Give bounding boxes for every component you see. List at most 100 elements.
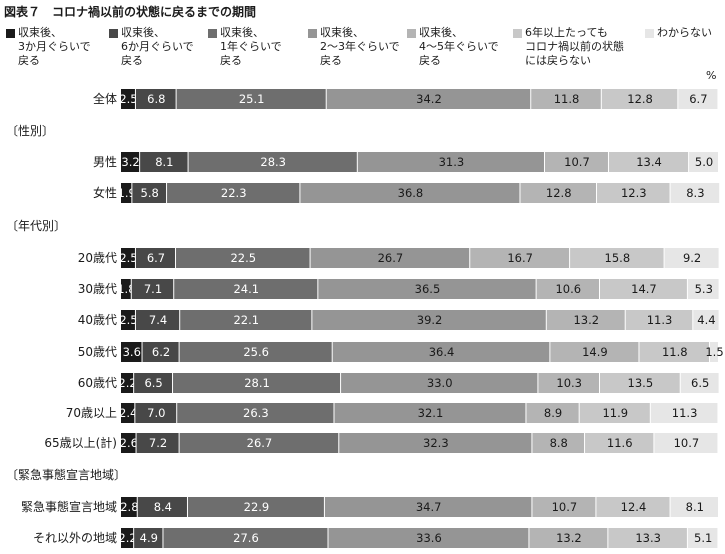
data-label: 8.1 — [686, 500, 704, 514]
bar-segment — [135, 403, 177, 423]
bar-segment — [177, 403, 334, 423]
data-label: 5.3 — [695, 282, 713, 296]
bar-segment — [608, 152, 689, 172]
bar-segment — [121, 373, 134, 393]
data-label: 11.3 — [647, 313, 673, 327]
data-label: 31.3 — [439, 155, 465, 169]
bar-segment — [570, 248, 664, 268]
bar-segment — [179, 433, 339, 453]
data-label: 25.6 — [243, 345, 269, 359]
bar-segment — [599, 373, 680, 393]
data-label: 28.3 — [260, 155, 286, 169]
data-label: 10.3 — [556, 376, 582, 390]
bar-segment — [310, 248, 470, 268]
data-label: 12.3 — [621, 186, 647, 200]
data-label: 26.7 — [247, 436, 273, 450]
bar-segment — [520, 183, 597, 203]
bar-segment — [334, 403, 526, 423]
bar-segment — [140, 152, 188, 172]
data-label: 16.7 — [507, 251, 533, 265]
bar-segment — [142, 342, 179, 362]
data-label: 8.8 — [550, 436, 568, 450]
data-label: 39.2 — [417, 313, 443, 327]
bar-segment — [300, 183, 520, 203]
bar-segment — [689, 152, 718, 172]
data-label: 13.5 — [628, 376, 654, 390]
data-label: 12.8 — [546, 186, 572, 200]
data-label: 4.9 — [140, 531, 158, 545]
bar-segment — [532, 497, 596, 517]
data-label: 10.7 — [674, 436, 700, 450]
bar-segment — [625, 310, 693, 330]
chart-title: 図表７ コロナ禍以前の状態に戻るまでの期間 — [4, 5, 257, 19]
legend-swatch — [6, 29, 15, 38]
bar-segment — [179, 342, 332, 362]
data-label: 2.5 — [119, 251, 137, 265]
data-label: 11.3 — [672, 406, 698, 420]
data-label: 32.3 — [423, 436, 449, 450]
legend-label: 収束後、 1年ぐらいで 戻る — [220, 26, 282, 67]
bar-segment — [650, 403, 718, 423]
bar-segment — [544, 152, 608, 172]
data-label: 12.4 — [621, 500, 647, 514]
legend-swatch — [407, 29, 416, 38]
legend-label: 6年以上たっても コロナ禍以前の状態 には戻らない — [525, 26, 624, 67]
data-label: 10.7 — [564, 155, 590, 169]
bar-segment — [654, 433, 718, 453]
legend-swatch — [645, 29, 654, 38]
data-label: 6.8 — [147, 92, 165, 106]
data-label: 6.7 — [147, 251, 165, 265]
data-label: 8.4 — [154, 500, 172, 514]
bar-segment — [187, 497, 324, 517]
bar-segment — [121, 89, 135, 109]
bar-segment — [326, 89, 531, 109]
bar-segment — [132, 183, 167, 203]
data-label: 11.6 — [607, 436, 633, 450]
data-label: 11.8 — [662, 345, 688, 359]
bar-segment — [597, 183, 670, 203]
data-label: 8.3 — [686, 186, 704, 200]
bar-segment — [121, 152, 140, 172]
data-label: 6.5 — [691, 376, 709, 390]
bar-segment — [135, 89, 176, 109]
data-label: 2.2 — [118, 531, 136, 545]
bar-segment — [176, 248, 310, 268]
data-label: 3.6 — [123, 345, 141, 359]
data-label: 11.8 — [554, 92, 580, 106]
data-label: 14.9 — [582, 345, 608, 359]
bar-segment — [134, 373, 173, 393]
bar-segment — [121, 183, 132, 203]
data-label: 27.6 — [233, 531, 259, 545]
data-label: 22.9 — [244, 500, 270, 514]
legend-swatch — [208, 29, 217, 38]
bar-segment — [136, 433, 179, 453]
data-label: 32.1 — [418, 406, 444, 420]
bar-segment — [579, 403, 650, 423]
legend-item: 収束後、 4～5年ぐらいで 戻る — [407, 26, 499, 68]
data-label: 22.3 — [221, 186, 247, 200]
data-label: 13.3 — [635, 531, 661, 545]
bar-segment — [121, 433, 136, 453]
bar-segment — [687, 528, 718, 548]
bar-segment — [357, 152, 544, 172]
bar-segment — [526, 403, 579, 423]
bar-segment — [687, 279, 719, 299]
bar-segment — [135, 310, 180, 330]
category-label: 30歳代 — [78, 282, 117, 296]
bar-segment — [470, 248, 570, 268]
bar-segment — [341, 373, 538, 393]
bar-segment — [585, 433, 654, 453]
bar-segment — [680, 373, 719, 393]
data-label: 36.5 — [415, 282, 441, 296]
bar-segment — [550, 342, 639, 362]
legend-item: 収束後、 1年ぐらいで 戻る — [208, 26, 282, 68]
data-label: 33.0 — [427, 376, 453, 390]
bar-segment — [121, 497, 137, 517]
bar-segment — [529, 528, 608, 548]
data-label: 13.2 — [556, 531, 582, 545]
bar-segment — [678, 89, 718, 109]
data-label: 10.7 — [552, 500, 578, 514]
data-label: 34.2 — [416, 92, 442, 106]
data-label: 22.1 — [233, 313, 259, 327]
